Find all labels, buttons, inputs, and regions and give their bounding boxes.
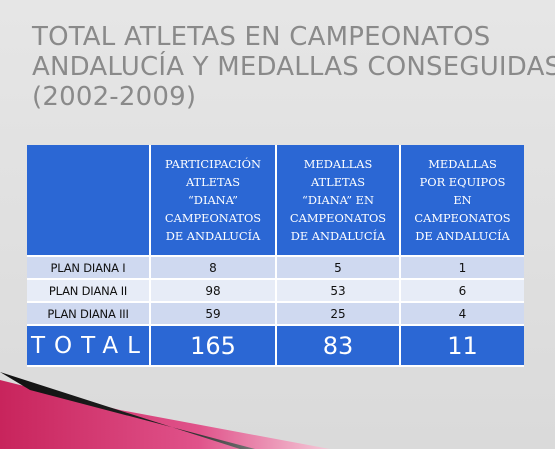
cell-participacion: 8	[151, 257, 277, 280]
total-participacion: 165	[151, 326, 277, 367]
table-header-row: PARTICIPACIÓN ATLETAS “DIANA” CAMPEONATO…	[27, 145, 524, 257]
title-line-1: TOTAL ATLETAS EN CAMPEONATOS	[32, 22, 491, 52]
cell-medallas-equipos: 6	[401, 280, 524, 303]
header-cell-empty	[27, 145, 151, 257]
row-label: PLAN DIANA II	[27, 280, 151, 303]
results-table: PARTICIPACIÓN ATLETAS “DIANA” CAMPEONATO…	[27, 145, 524, 367]
table-total-row: TOTAL 165 83 11	[27, 326, 524, 367]
cell-medallas-atletas: 25	[277, 303, 401, 326]
cell-participacion: 59	[151, 303, 277, 326]
cell-participacion: 98	[151, 280, 277, 303]
total-label: TOTAL	[27, 326, 151, 367]
table-row: PLAN DIANA I 8 5 1	[27, 257, 524, 280]
header-medallas-atletas: MEDALLAS ATLETAS “DIANA” EN CAMPEONATOS …	[277, 145, 401, 257]
cell-medallas-equipos: 4	[401, 303, 524, 326]
row-label: PLAN DIANA III	[27, 303, 151, 326]
row-label: PLAN DIANA I	[27, 257, 151, 280]
table-row: PLAN DIANA II 98 53 6	[27, 280, 524, 303]
pink-swoosh-shape	[0, 380, 330, 449]
cell-medallas-equipos: 1	[401, 257, 524, 280]
table-row: PLAN DIANA III 59 25 4	[27, 303, 524, 326]
header-medallas-equipos: MEDALLAS POR EQUIPOS EN CAMPEONATOS DE A…	[401, 145, 524, 257]
title-line-2: ANDALUCÍA Y MEDALLAS CONSEGUIDAS	[32, 52, 555, 82]
cell-medallas-atletas: 5	[277, 257, 401, 280]
cell-medallas-atletas: 53	[277, 280, 401, 303]
total-medallas-atletas: 83	[277, 326, 401, 367]
slide-title: TOTAL ATLETAS EN CAMPEONATOS ANDALUCÍA Y…	[32, 22, 555, 112]
header-participacion: PARTICIPACIÓN ATLETAS “DIANA” CAMPEONATO…	[151, 145, 277, 257]
title-line-3: (2002-2009)	[32, 82, 197, 112]
total-medallas-equipos: 11	[401, 326, 524, 367]
